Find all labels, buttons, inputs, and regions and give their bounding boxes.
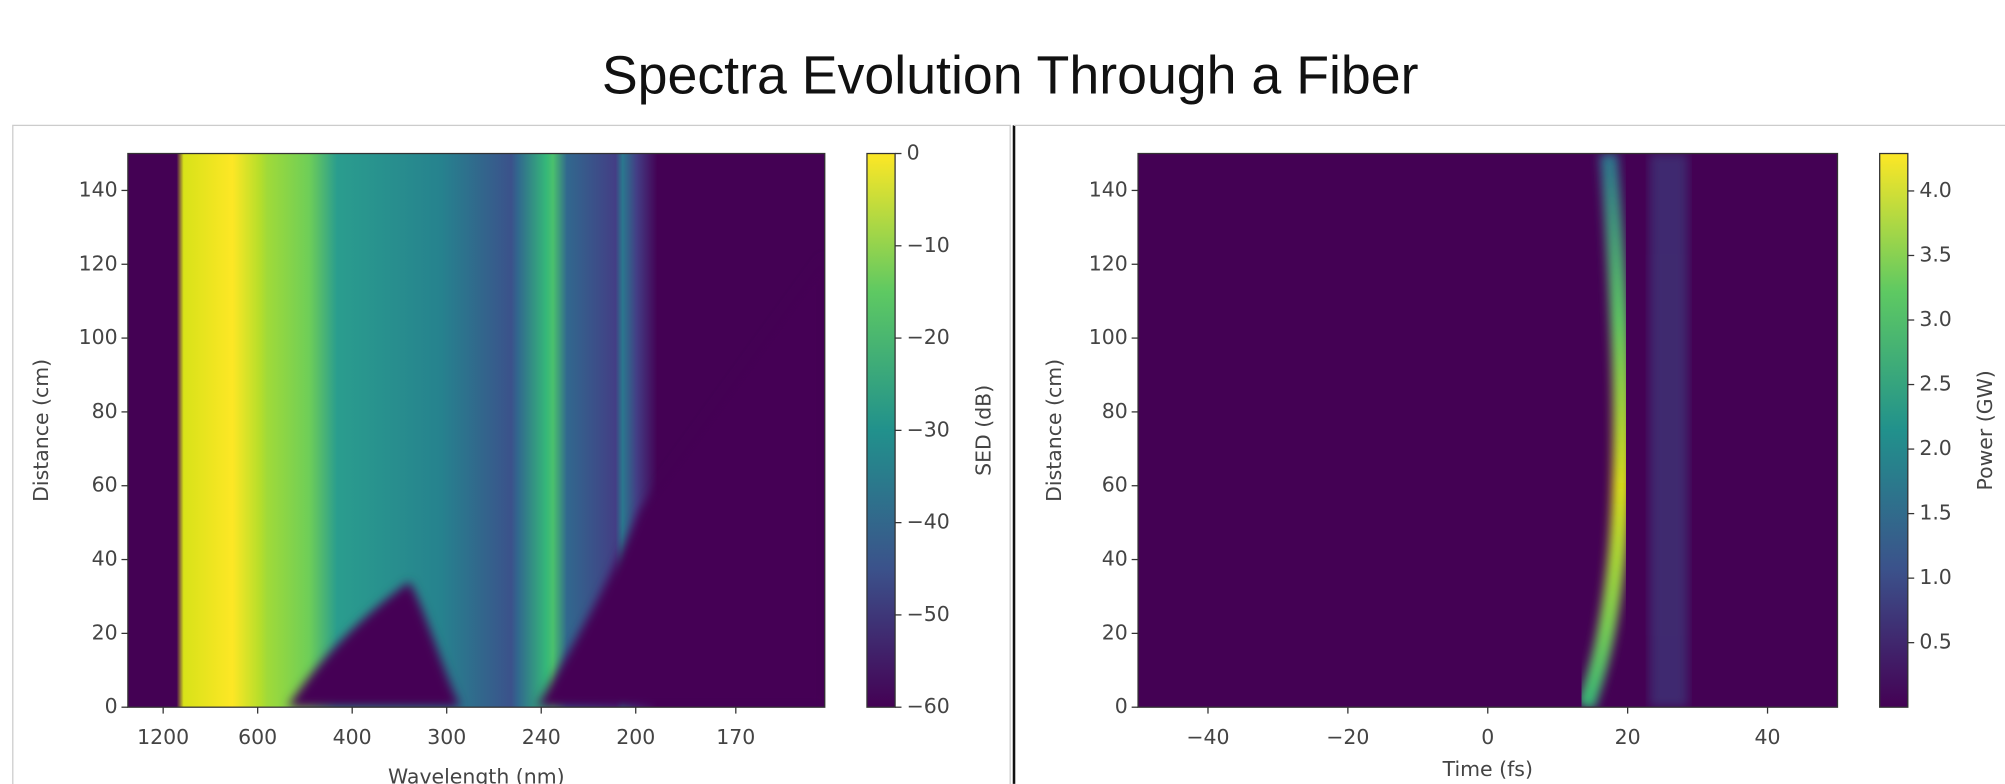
x-tick-label: 1200: [137, 725, 189, 749]
heatmap-image: [127, 153, 825, 708]
y-tick-label: 120: [1089, 251, 1128, 275]
x-tick-label: 600: [238, 725, 277, 749]
y-tick-label: 0: [1115, 694, 1128, 718]
x-tick-label: 170: [716, 725, 755, 749]
x-tick-label: −40: [1186, 725, 1229, 749]
y-tick-label: 20: [92, 620, 118, 644]
y-tick-label: 80: [1102, 399, 1128, 423]
x-tick-label: 0: [1481, 725, 1494, 749]
y-axis-label: Distance (cm): [1042, 359, 1066, 502]
colorbar-label: SED (dB): [972, 385, 996, 476]
colorbar-tick-label: 0.5: [1919, 630, 1952, 654]
plot-frame: [127, 152, 826, 708]
colorbar-tick-label: 0: [907, 141, 920, 165]
colorbar-tick-label: −20: [907, 325, 950, 349]
y-tick-label: 40: [1102, 547, 1128, 571]
colorbar-tick-label: 3.5: [1919, 242, 1952, 266]
colorbar: [866, 152, 896, 708]
colorbar-tick-label: −40: [907, 510, 950, 534]
x-tick-label: 300: [427, 725, 466, 749]
x-tick-label: 240: [522, 725, 561, 749]
y-tick-label: 0: [105, 694, 118, 718]
colorbar: [1879, 152, 1909, 708]
colorbar-tick-label: 2.5: [1919, 372, 1952, 396]
y-tick-label: 100: [1089, 325, 1128, 349]
colorbar-tick-label: 3.0: [1919, 307, 1952, 331]
y-axis-label: Distance (cm): [29, 359, 53, 502]
colorbar-label: Power (GW): [1973, 370, 1997, 490]
x-axis-label: Wavelength (nm): [388, 765, 565, 784]
x-tick-label: 40: [1755, 725, 1781, 749]
y-tick-label: 20: [1102, 620, 1128, 644]
x-tick-label: 400: [333, 725, 372, 749]
y-tick-label: 100: [79, 325, 118, 349]
colorbar-tick-label: −50: [907, 602, 950, 626]
y-tick-label: 140: [79, 177, 118, 201]
y-tick-label: 60: [92, 473, 118, 497]
panel-frame: [12, 124, 1011, 784]
colorbar-tick-label: 1.5: [1919, 501, 1952, 525]
colorbar-tick-label: 1.0: [1919, 565, 1952, 589]
y-tick-label: 80: [92, 399, 118, 423]
x-axis-label: Time (fs): [1442, 757, 1533, 781]
heatmap-image: [1138, 153, 1838, 708]
y-tick-label: 60: [1102, 473, 1128, 497]
y-tick-label: 120: [79, 251, 118, 275]
colorbar-tick-label: 2.0: [1919, 436, 1952, 460]
x-tick-label: −20: [1326, 725, 1369, 749]
x-tick-label: 200: [616, 725, 655, 749]
colorbar-tick-label: −10: [907, 233, 950, 257]
y-tick-label: 40: [92, 547, 118, 571]
colorbar-tick-label: −60: [907, 694, 950, 718]
x-tick-label: 20: [1615, 725, 1641, 749]
slide-title: Spectra Evolution Through a Fiber: [602, 46, 1419, 106]
colorbar-tick-label: −30: [907, 417, 950, 441]
y-tick-label: 140: [1089, 177, 1128, 201]
colorbar-tick-label: 4.0: [1919, 178, 1952, 202]
